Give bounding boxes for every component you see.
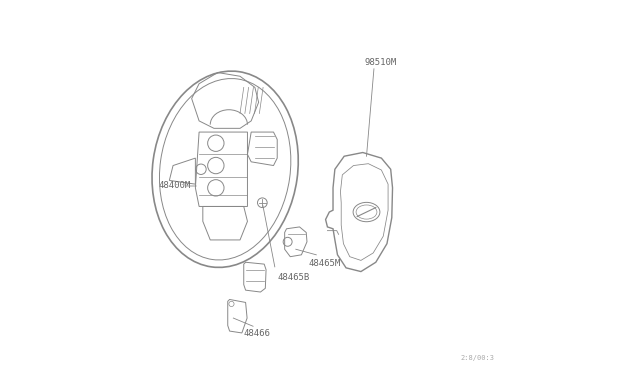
Text: 48400M: 48400M xyxy=(158,182,191,190)
Text: 48465B: 48465B xyxy=(277,273,310,282)
Text: 48465M: 48465M xyxy=(309,259,341,267)
Text: 48466: 48466 xyxy=(244,329,271,338)
Text: 2:8/00:3: 2:8/00:3 xyxy=(461,355,495,361)
Text: 98510M: 98510M xyxy=(365,58,397,67)
